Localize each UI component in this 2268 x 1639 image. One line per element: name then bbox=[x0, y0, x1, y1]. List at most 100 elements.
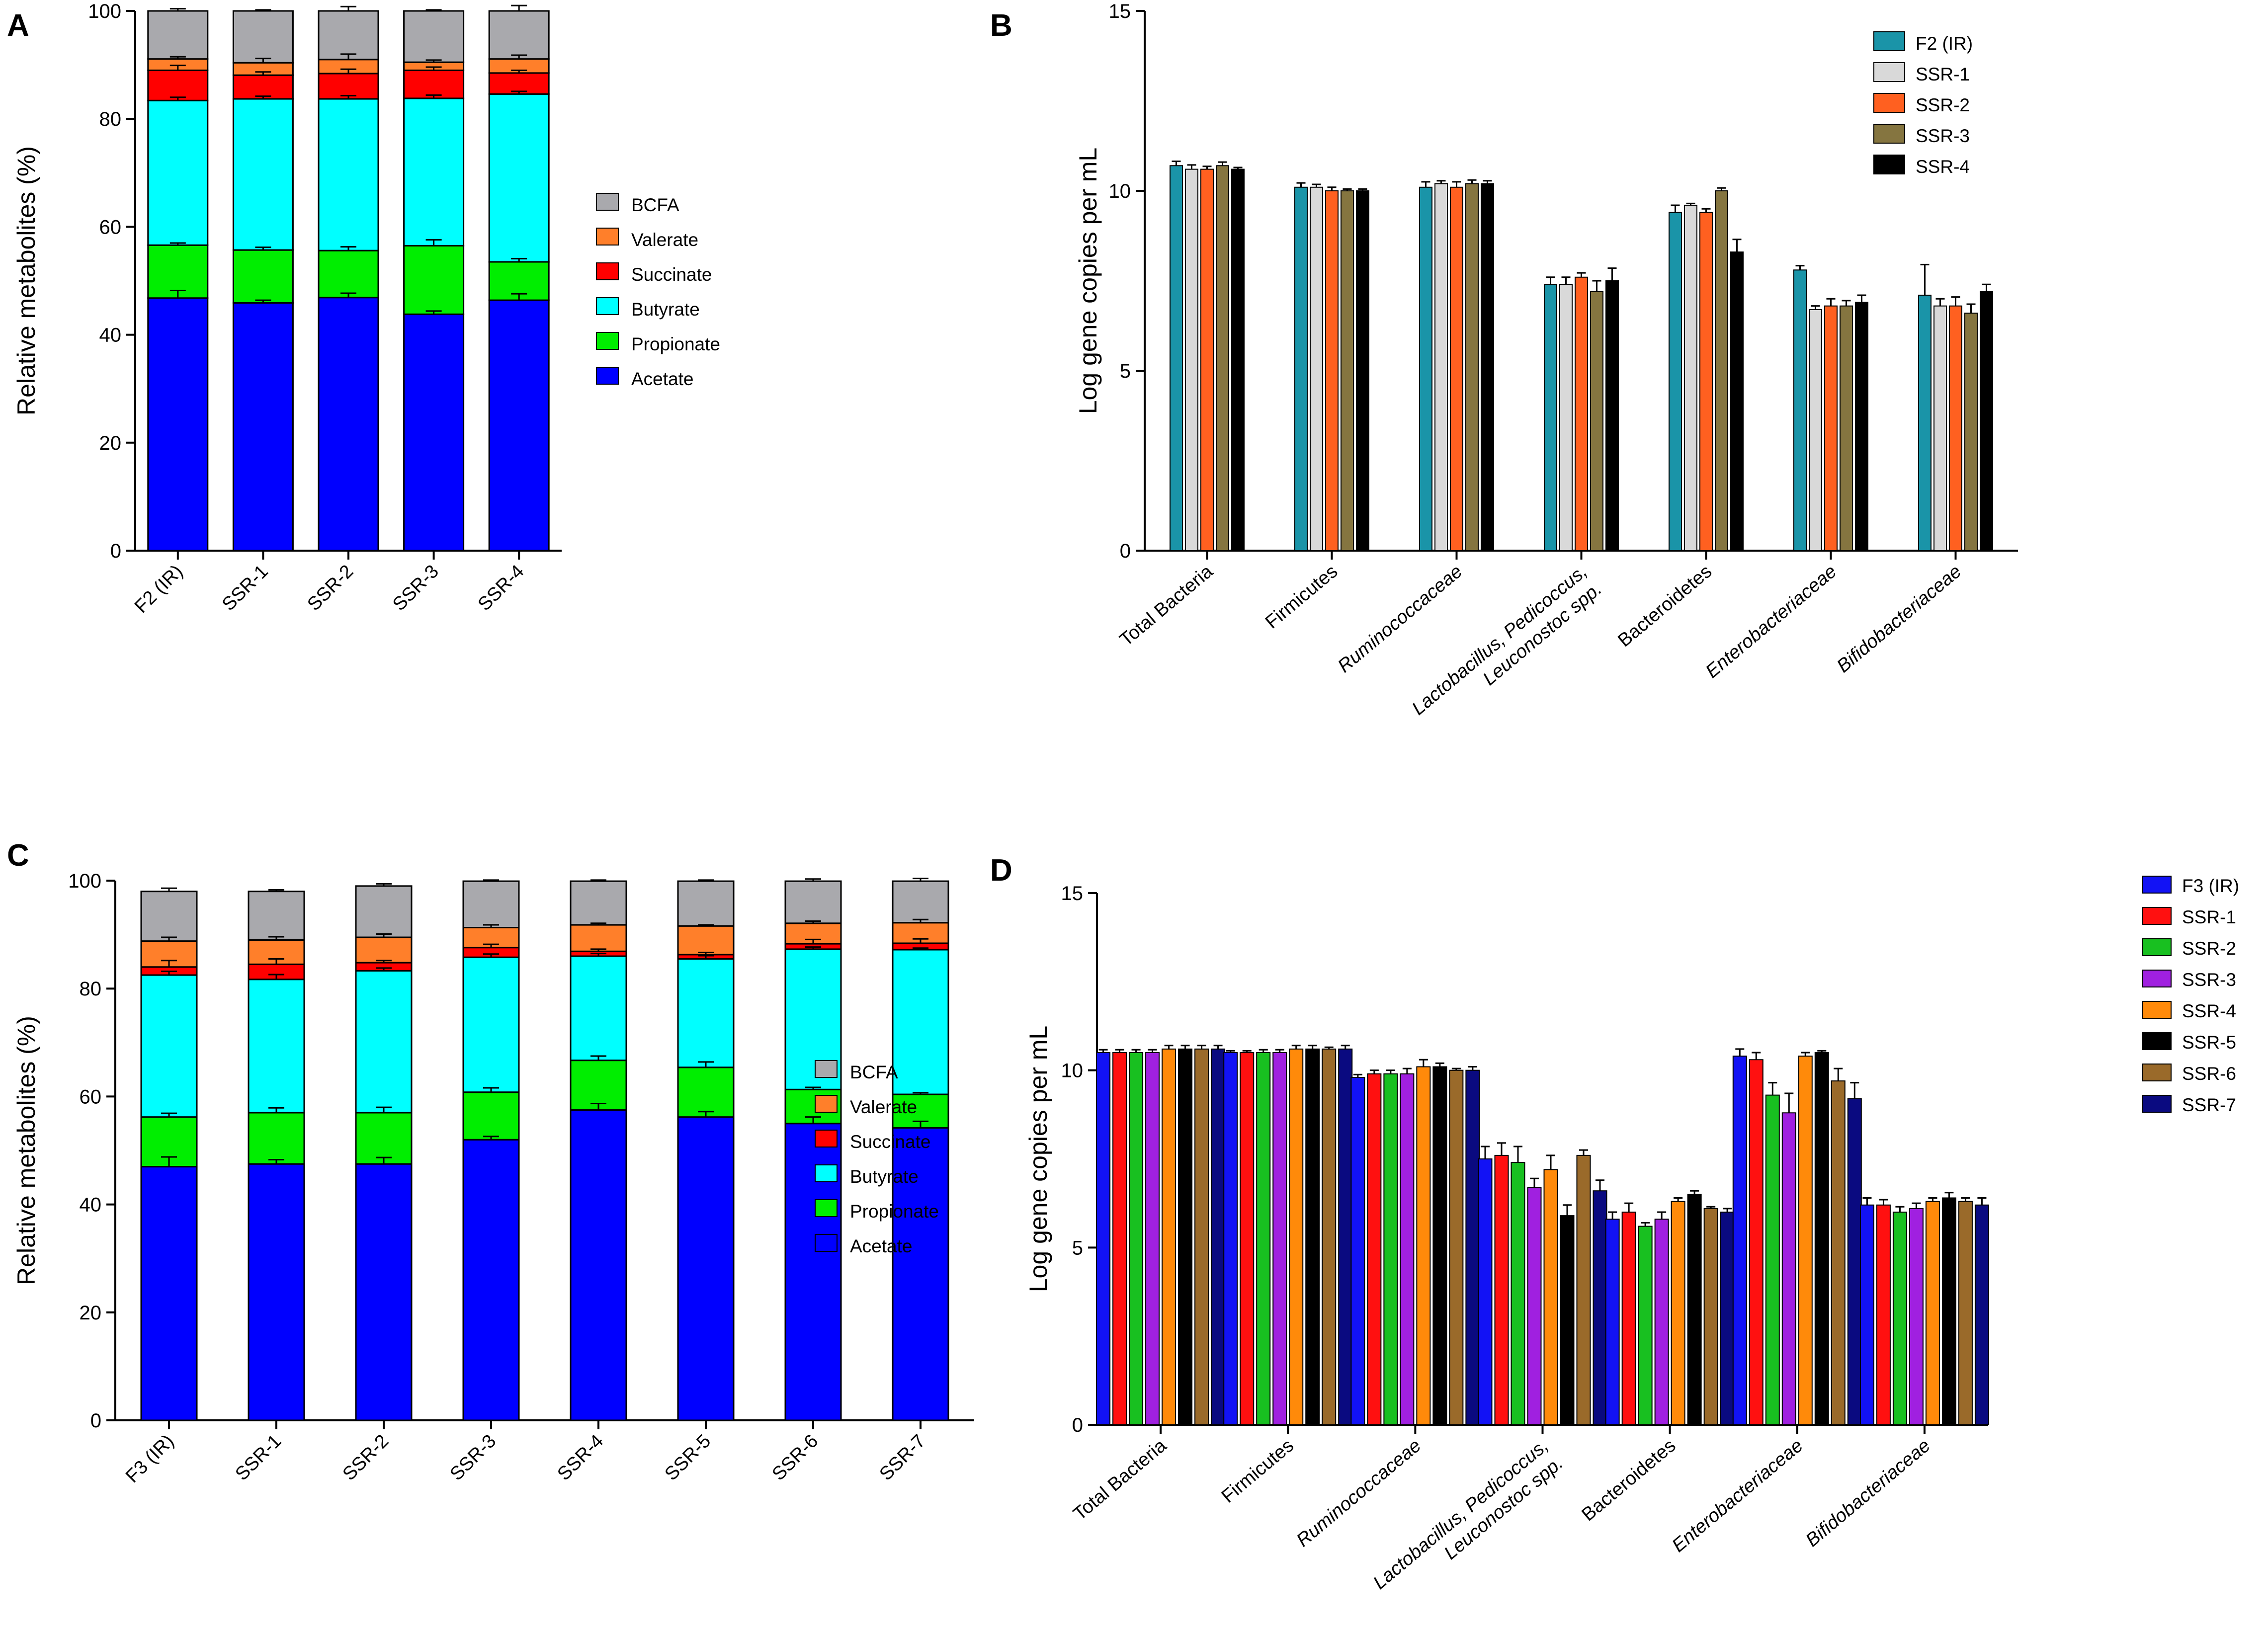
panel-d-bar-ssr-7-ruminococcaceae bbox=[1465, 1069, 1480, 1426]
panel-d-bar-ssr-3-total-bacteria bbox=[1145, 1052, 1160, 1425]
panel-d-bar-ssr-3-firmicutes bbox=[1272, 1052, 1287, 1425]
panel-c-bar-butyrate-ssr-5 bbox=[677, 958, 735, 1068]
panel-b-bar-ssr-3-lactobacillus-pedicoccus-leuconostoc-spp bbox=[1590, 291, 1603, 551]
panel-b-bar-ssr-1-enterobacteriaceae bbox=[1809, 309, 1822, 551]
panel-d-bar-ssr-4-total-bacteria bbox=[1162, 1048, 1176, 1426]
panel-b-legend-label-ssr-2: SSR-2 bbox=[1916, 95, 1970, 115]
panel-a-bar-succinate-ssr-4 bbox=[488, 72, 550, 95]
panel-a-bar-bcfa-ssr-1 bbox=[232, 10, 294, 64]
panel-c-bar-valerate-ssr-5 bbox=[677, 925, 735, 956]
panel-c-bar-acetate-ssr-3 bbox=[462, 1139, 520, 1421]
panel-a-y-tick-label: 80 bbox=[99, 108, 122, 130]
panel-c-bar-propionate-ssr-5 bbox=[677, 1066, 735, 1118]
panel-a-bar-acetate-ssr-1 bbox=[232, 302, 294, 552]
panel-c-y-tick-label: 20 bbox=[80, 1302, 102, 1324]
panel-b-bar-ssr-3-total-bacteria bbox=[1216, 165, 1229, 551]
panel-d-legend-label-ssr-6: SSR-6 bbox=[2182, 1064, 2236, 1084]
panel-b-bar-ssr-2-bifidobacteriaceae bbox=[1949, 305, 1962, 551]
panel-d-legend-label-ssr-5: SSR-5 bbox=[2182, 1032, 2236, 1053]
panel-c-bar-butyrate-f3-ir bbox=[140, 974, 198, 1118]
panel-b-bar-ssr-4-total-bacteria bbox=[1231, 168, 1245, 551]
panel-b-legend-label-ssr-4: SSR-4 bbox=[1916, 157, 1970, 177]
panel-d-bar-ssr-3-bacteroidetes bbox=[1654, 1219, 1669, 1425]
panel-d-legend-label-f3-ir: F3 (IR) bbox=[2182, 876, 2239, 896]
panel-c-bar-bcfa-ssr-7 bbox=[892, 880, 949, 924]
panel-b-legend-swatch-ssr-4 bbox=[1873, 155, 1905, 174]
panel-a-y-tick-label: 40 bbox=[99, 325, 122, 346]
panel-c-legend-swatch-acetate bbox=[815, 1234, 838, 1252]
panel-d-bar-ssr-2-bifidobacteriaceae bbox=[1892, 1212, 1907, 1425]
panel-b-legend-swatch-ssr-2 bbox=[1873, 93, 1905, 113]
panel-b-y-tick-label: 0 bbox=[1120, 540, 1131, 562]
panel-d-legend-swatch-ssr-1 bbox=[2142, 907, 2172, 925]
panel-d-bar-f3-ir-enterobacteriaceae bbox=[1732, 1056, 1747, 1425]
panel-d-bar-f3-ir-bifidobacteriaceae bbox=[1859, 1204, 1874, 1426]
panel-a-bar-succinate-ssr-2 bbox=[318, 73, 379, 100]
panel-d-bar-ssr-4-enterobacteriaceae bbox=[1798, 1056, 1813, 1425]
panel-c-bar-bcfa-ssr-4 bbox=[570, 880, 627, 926]
panel-c-y-tick-label: 0 bbox=[90, 1410, 101, 1432]
panel-b-legend-label-ssr-1: SSR-1 bbox=[1916, 64, 1970, 84]
panel-b-bar-f2-ir-bacteroidetes bbox=[1669, 212, 1682, 551]
panel-d-legend-label-ssr-3: SSR-3 bbox=[2182, 970, 2236, 990]
panel-d-y-axis-label: Log gene copies per mL bbox=[1024, 1026, 1052, 1292]
panel-d-bar-ssr-5-ruminococcaceae bbox=[1432, 1066, 1447, 1426]
panel-c-bar-propionate-ssr-4 bbox=[570, 1060, 627, 1111]
panel-d-bar-ssr-3-lactobacillus-pedicoccus-leuconostoc-spp bbox=[1527, 1187, 1542, 1425]
panel-a-bar-acetate-ssr-4 bbox=[488, 299, 550, 552]
panel-c-legend-label-butyrate: Butyrate bbox=[850, 1166, 919, 1187]
panel-b-bar-f2-ir-bifidobacteriaceae bbox=[1918, 294, 1932, 551]
panel-b-bar-ssr-2-firmicutes bbox=[1325, 190, 1339, 551]
panel-d-bar-f3-ir-total-bacteria bbox=[1096, 1052, 1111, 1425]
panel-a-bar-bcfa-ssr-3 bbox=[403, 10, 465, 63]
panel-d-bar-ssr-7-bifidobacteriaceae bbox=[1974, 1204, 1989, 1426]
panel-a-legend-swatch-succinate bbox=[596, 262, 619, 280]
panel-b-bar-ssr-2-ruminococcaceae bbox=[1450, 186, 1463, 551]
panel-d-y-tick-label: 10 bbox=[1061, 1060, 1084, 1082]
panel-a-y-tick-label: 0 bbox=[110, 540, 121, 562]
panel-a-bar-acetate-ssr-2 bbox=[318, 297, 379, 552]
panel-b-bar-ssr-3-ruminococcaceae bbox=[1465, 183, 1479, 551]
panel-c-y-tick-label: 40 bbox=[80, 1194, 102, 1216]
panel-a-y-tick-label: 20 bbox=[99, 432, 122, 454]
panel-b-label: B bbox=[990, 8, 1012, 43]
panel-a-bar-acetate-f2-ir bbox=[147, 297, 209, 552]
panel-b-bar-f2-ir-firmicutes bbox=[1294, 186, 1308, 551]
panel-d-bar-ssr-6-firmicutes bbox=[1322, 1048, 1337, 1426]
panel-d-bar-ssr-2-enterobacteriaceae bbox=[1765, 1094, 1780, 1426]
panel-d-bar-ssr-2-lactobacillus-pedicoccus-leuconostoc-spp bbox=[1511, 1162, 1525, 1425]
panel-a-bar-butyrate-f2-ir bbox=[147, 99, 209, 246]
panel-d-bar-ssr-6-bifidobacteriaceae bbox=[1958, 1201, 1973, 1426]
panel-a-bar-bcfa-f2-ir bbox=[147, 10, 209, 60]
panel-b-bar-ssr-3-firmicutes bbox=[1341, 190, 1354, 551]
panel-a-legend-swatch-butyrate bbox=[596, 297, 619, 315]
panel-b-bar-ssr-3-bifidobacteriaceae bbox=[1964, 313, 1978, 551]
panel-c-y-tick-label: 80 bbox=[80, 978, 102, 1000]
panel-d-y-tick-label: 5 bbox=[1072, 1237, 1083, 1259]
panel-c-y-tick-label: 60 bbox=[80, 1086, 102, 1108]
panel-b-bar-ssr-2-enterobacteriaceae bbox=[1824, 305, 1838, 551]
panel-b-bar-ssr-2-total-bacteria bbox=[1200, 168, 1214, 551]
panel-d-bar-ssr-7-enterobacteriaceae bbox=[1847, 1098, 1862, 1426]
panel-d-bar-ssr-4-bacteroidetes bbox=[1671, 1201, 1685, 1426]
panel-a-bar-butyrate-ssr-1 bbox=[232, 98, 294, 251]
panel-b-bar-ssr-4-bifidobacteriaceae bbox=[1980, 291, 1993, 551]
panel-a-legend-label-butyrate: Butyrate bbox=[631, 299, 700, 320]
panel-d-bar-ssr-4-firmicutes bbox=[1289, 1048, 1304, 1426]
panel-c-y-tick-label: 100 bbox=[68, 870, 101, 892]
panel-d-bar-ssr-5-bifidobacteriaceae bbox=[1941, 1197, 1956, 1425]
panel-a-bar-propionate-f2-ir bbox=[147, 244, 209, 299]
panel-c-bar-acetate-ssr-4 bbox=[570, 1109, 627, 1421]
panel-b-bar-ssr-2-bacteroidetes bbox=[1699, 212, 1713, 551]
panel-c-bar-acetate-ssr-2 bbox=[355, 1163, 413, 1421]
panel-b-bar-ssr-3-enterobacteriaceae bbox=[1840, 305, 1853, 551]
panel-d-legend-swatch-ssr-6 bbox=[2142, 1064, 2172, 1081]
panel-d-bar-ssr-7-firmicutes bbox=[1338, 1048, 1353, 1426]
panel-b-bar-ssr-1-bifidobacteriaceae bbox=[1933, 305, 1947, 551]
panel-a-legend-swatch-bcfa bbox=[596, 193, 619, 211]
panel-d-bar-ssr-5-enterobacteriaceae bbox=[1814, 1052, 1829, 1425]
panel-c-bar-valerate-ssr-4 bbox=[570, 924, 627, 952]
panel-d-bar-ssr-5-bacteroidetes bbox=[1687, 1194, 1702, 1425]
